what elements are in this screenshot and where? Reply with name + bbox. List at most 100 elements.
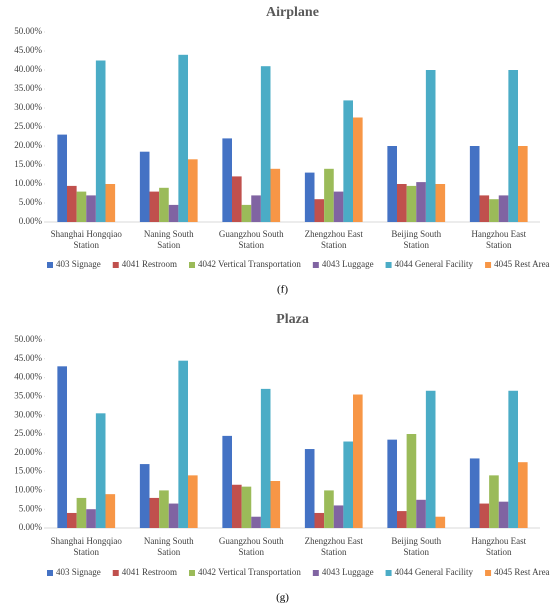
bar: [251, 516, 261, 528]
bar: [489, 475, 499, 528]
y-tick-label: 40.00%: [14, 372, 42, 382]
x-tick-label: Beijing South Station: [391, 536, 442, 557]
y-tick-label: 5.00%: [19, 197, 43, 207]
x-tick-label: Hangzhou East Station: [471, 229, 527, 250]
y-tick-label: 25.00%: [14, 428, 42, 438]
bar: [188, 159, 198, 222]
legend-label: 4044 General Facility: [395, 567, 474, 577]
bar: [86, 509, 96, 528]
bar: [232, 484, 242, 528]
legend-label: 4042 Vertical Transportation: [198, 567, 301, 577]
y-tick-label: 5.00%: [19, 503, 43, 513]
bar: [188, 475, 198, 528]
bar: [343, 100, 353, 222]
x-tick-label: Naning South Sation: [143, 536, 194, 557]
bar: [498, 501, 509, 528]
bar: [260, 388, 271, 528]
bar: [387, 439, 397, 528]
bar: [241, 204, 252, 222]
bar: [251, 195, 261, 222]
legend-label: 4044 General Facility: [395, 259, 474, 269]
legend-label: 4041 Restroom: [122, 259, 177, 269]
bar: [86, 195, 96, 222]
legend-swatch: [485, 570, 492, 576]
y-tick-label: 0.00%: [19, 216, 43, 226]
y-tick-label: 20.00%: [14, 447, 42, 457]
bar: [159, 490, 169, 528]
y-tick-label: 15.00%: [14, 159, 42, 169]
legend-label: 403 Signage: [56, 259, 101, 269]
bar: [406, 434, 417, 528]
bar: [425, 70, 436, 222]
bar: [314, 512, 325, 528]
bar: [139, 151, 150, 222]
x-tick-label: Guangzhou South Station: [218, 536, 284, 557]
bar: [479, 195, 490, 222]
legend-swatch: [112, 570, 119, 576]
legend-swatch: [47, 262, 53, 268]
y-tick-label: 30.00%: [14, 409, 42, 419]
legend-label: 4041 Restroom: [122, 567, 177, 577]
bar: [479, 503, 490, 528]
bar: [304, 449, 315, 528]
bar: [469, 458, 480, 528]
legend-label: 4042 Vertical Transportation: [198, 259, 301, 269]
bar: [168, 503, 179, 528]
y-tick-label: 35.00%: [14, 83, 42, 93]
bar: [95, 60, 106, 222]
legend-swatch: [189, 262, 195, 268]
bar: [518, 146, 528, 222]
y-tick-label: 35.00%: [14, 390, 42, 400]
bar: [333, 505, 344, 528]
bar: [260, 66, 271, 222]
x-tick-label: Shanghai Hongqiao Station: [50, 536, 122, 557]
bar: [222, 435, 232, 528]
bar: [67, 512, 77, 528]
bar: [270, 168, 281, 222]
bar: [178, 54, 188, 222]
bar: [159, 187, 169, 222]
x-tick-label: Guangzhou South Station: [218, 229, 284, 250]
legend-swatch: [312, 570, 319, 576]
bar: [241, 486, 252, 528]
bar: [222, 138, 232, 222]
legend-swatch: [312, 262, 319, 268]
chart-title: Airplane: [266, 5, 319, 20]
bar: [57, 134, 67, 222]
x-tick-label: Beijing South Station: [391, 229, 442, 250]
bar: [406, 185, 417, 222]
bar: [508, 70, 518, 222]
bar: [397, 511, 407, 528]
bar: [324, 168, 334, 222]
x-tick-label: Hangzhou East Station: [471, 536, 527, 557]
legend-swatch: [112, 262, 119, 268]
bar: [498, 195, 509, 222]
y-tick-label: 15.00%: [14, 466, 42, 476]
bar: [149, 191, 160, 222]
bar: [105, 184, 116, 222]
bar: [416, 499, 426, 528]
bar: [67, 185, 77, 222]
bar: [343, 441, 353, 528]
y-tick-label: 40.00%: [14, 64, 42, 74]
bar: [518, 462, 528, 528]
legend-label: 4045 Rest Area: [494, 567, 550, 577]
bar: [139, 464, 150, 528]
legend-label: 403 Signage: [56, 567, 101, 577]
bar: [270, 481, 281, 528]
legend-swatch: [189, 570, 195, 576]
caption: (f): [277, 284, 288, 296]
bar: [57, 366, 67, 528]
bar: [333, 191, 344, 222]
legend-label: 4043 Luggage: [322, 567, 374, 577]
bar: [353, 117, 363, 222]
bar: [508, 390, 518, 528]
bar: [489, 199, 499, 222]
y-tick-label: 30.00%: [14, 102, 42, 112]
x-tick-label: Zhengzhou East Station: [304, 229, 363, 250]
bar: [178, 360, 188, 528]
bar: [314, 199, 325, 222]
y-tick-label: 50.00%: [14, 26, 42, 36]
